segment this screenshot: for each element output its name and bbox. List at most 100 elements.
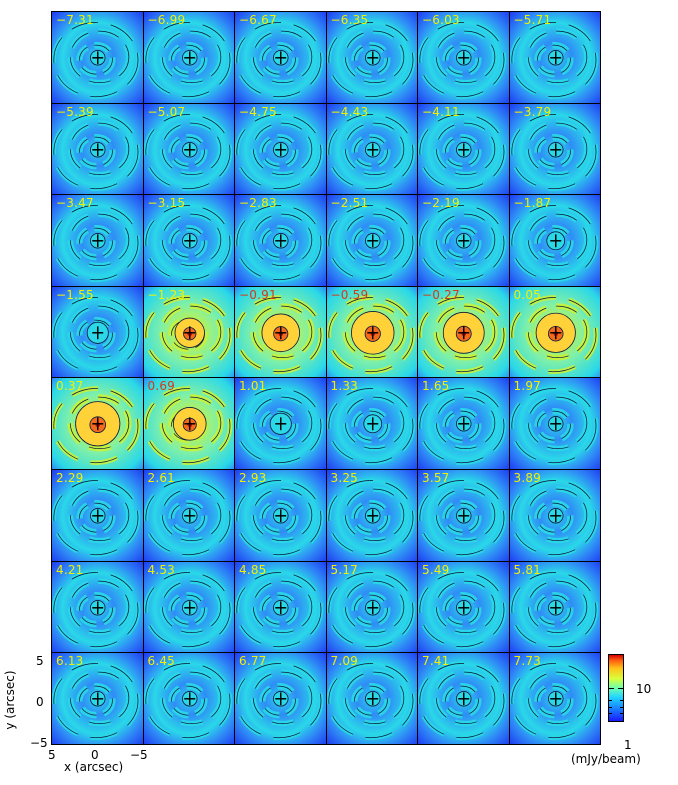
- velocity-label: 4.53: [147, 562, 176, 577]
- channel-panel: 2.93: [234, 469, 327, 562]
- channel-panel: −6.35: [325, 11, 418, 104]
- channel-panel: 3.57: [417, 469, 510, 562]
- velocity-label: 5.81: [513, 562, 542, 577]
- channel-panel: −1.87: [508, 194, 601, 287]
- channel-panel: −1.55: [51, 285, 144, 379]
- channel-panel: 5.81: [508, 560, 601, 654]
- y-tick-top: 5: [36, 654, 44, 668]
- y-axis-label: y (arcsec): [3, 670, 17, 730]
- channel-panel: −0.27: [417, 285, 510, 379]
- velocity-label: 1.65: [422, 379, 450, 394]
- velocity-label: 4.85: [239, 562, 267, 577]
- channel-panel: 6.13: [51, 652, 144, 745]
- channel-panel: −3.15: [142, 194, 235, 287]
- channel-panel: 1.65: [417, 377, 510, 470]
- velocity-label: 0.37: [56, 379, 84, 394]
- velocity-label: −6.67: [239, 13, 277, 27]
- velocity-label: 3.89: [513, 471, 542, 485]
- velocity-label: 0.05: [513, 287, 542, 302]
- velocity-label: −2.51: [330, 196, 369, 211]
- channel-panel: −4.75: [234, 102, 327, 196]
- channel-panel: 7.09: [325, 652, 418, 745]
- channel-panel: −2.51: [325, 194, 418, 287]
- velocity-label: −1.23: [147, 287, 186, 302]
- channel-panel: 7.73: [508, 652, 601, 745]
- velocity-label: −4.43: [330, 104, 369, 119]
- velocity-label: −0.27: [422, 287, 460, 302]
- channel-panel: 5.49: [417, 560, 510, 654]
- velocity-label: 1.33: [330, 379, 359, 394]
- velocity-label: 5.17: [330, 562, 359, 577]
- velocity-label: −7.31: [56, 13, 94, 27]
- colorbar: [608, 654, 624, 722]
- velocity-label: 1.01: [239, 379, 267, 394]
- velocity-label: −6.03: [422, 13, 460, 27]
- channel-panel: −7.31: [51, 11, 144, 104]
- channel-panel: 1.33: [325, 377, 418, 470]
- velocity-label: 6.13: [56, 654, 84, 669]
- channel-panel: −0.91: [234, 285, 327, 379]
- velocity-label: −4.75: [239, 104, 277, 119]
- velocity-label: 7.73: [513, 654, 542, 669]
- velocity-label: −5.07: [147, 104, 186, 119]
- channel-panel: −4.43: [325, 102, 418, 196]
- velocity-label: −2.83: [239, 196, 277, 211]
- velocity-label: −1.87: [513, 196, 552, 211]
- velocity-label: 3.57: [422, 471, 450, 485]
- channel-panel: 3.89: [508, 469, 601, 562]
- y-tick-bottom: −5: [30, 736, 48, 750]
- channel-panel: 5.17: [325, 560, 418, 654]
- channel-panel: −5.39: [51, 102, 144, 196]
- x-axis-label: x (arcsec): [64, 760, 124, 774]
- channel-panel: 4.21: [51, 560, 144, 654]
- velocity-label: 6.45: [147, 654, 176, 669]
- channel-panel: −0.59: [325, 285, 418, 379]
- channel-panel: −6.67: [234, 11, 327, 104]
- y-tick-mid: 0: [36, 695, 44, 709]
- velocity-label: −0.91: [239, 287, 277, 302]
- velocity-label: 2.61: [147, 471, 176, 485]
- channel-panel: −1.23: [142, 285, 235, 379]
- channel-panel: −4.11: [417, 102, 510, 196]
- velocity-label: 7.09: [330, 654, 359, 669]
- velocity-label: 1.97: [513, 379, 542, 394]
- velocity-label: −2.19: [422, 196, 460, 211]
- channel-panel: −2.83: [234, 194, 327, 287]
- velocity-label: 3.25: [330, 471, 359, 485]
- colorbar-unit-label: (mJy/beam): [571, 752, 641, 766]
- channel-panel: −3.47: [51, 194, 144, 287]
- velocity-label: −6.35: [330, 13, 369, 27]
- channel-panel: 4.85: [234, 560, 327, 654]
- channel-panel: 2.61: [142, 469, 235, 562]
- channel-panel: 1.97: [508, 377, 601, 470]
- channel-panel: 1.01: [234, 377, 327, 470]
- channel-panel: 4.53: [142, 560, 235, 654]
- channel-panel: 0.37: [51, 377, 144, 470]
- channel-panel: 7.41: [417, 652, 510, 745]
- velocity-label: 2.93: [239, 471, 267, 485]
- velocity-label: 4.21: [56, 562, 84, 577]
- channel-panel: −6.03: [417, 11, 510, 104]
- channel-panel: −6.99: [142, 11, 235, 104]
- colorbar-tick-label: 10: [636, 682, 652, 696]
- channel-panel: 0.69: [142, 377, 235, 470]
- velocity-label: −3.79: [513, 104, 552, 119]
- channel-panel: 2.29: [51, 469, 144, 562]
- channel-panel: 3.25: [325, 469, 418, 562]
- channel-panel: −5.71: [508, 11, 601, 104]
- channel-panel: −3.79: [508, 102, 601, 196]
- velocity-label: −0.59: [330, 287, 369, 302]
- colorbar-min-label: 1: [624, 738, 632, 752]
- velocity-label: 7.41: [422, 654, 450, 669]
- channel-panel: 0.05: [508, 285, 601, 379]
- velocity-label: 0.69: [147, 379, 176, 394]
- channel-panel: −2.19: [417, 194, 510, 287]
- velocity-label: 2.29: [56, 471, 84, 485]
- velocity-label: −4.11: [422, 104, 460, 119]
- velocity-label: 5.49: [422, 562, 450, 577]
- velocity-label: −5.39: [56, 104, 94, 119]
- x-tick-left: 5: [48, 748, 56, 762]
- channel-panel: 6.45: [142, 652, 235, 745]
- velocity-label: −1.55: [56, 287, 94, 302]
